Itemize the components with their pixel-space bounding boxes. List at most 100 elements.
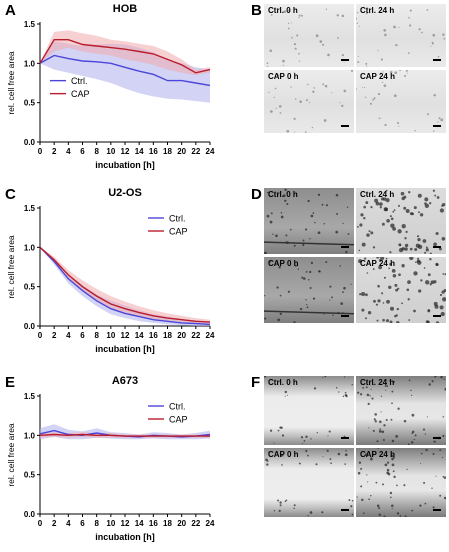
x-tick-label: 18	[163, 331, 172, 340]
cell-dot	[313, 387, 317, 390]
cell-dot	[405, 230, 408, 234]
cell-dot	[294, 98, 297, 100]
cell-dot	[356, 22, 358, 24]
panel-letter-d: D	[251, 186, 262, 203]
cell-dot	[424, 203, 430, 208]
cell-dot	[281, 434, 285, 437]
cell-dot	[378, 117, 381, 120]
cell-dot	[395, 43, 398, 47]
scale-bar	[341, 437, 349, 439]
cell-dot	[439, 449, 442, 452]
cell-dot	[401, 264, 405, 268]
cell-dot	[393, 25, 396, 29]
cell-dot	[385, 418, 388, 422]
cell-dot	[380, 58, 383, 61]
cell-dot	[389, 491, 393, 495]
cell-dot	[269, 429, 273, 432]
micrograph-tile: CAP 24 h	[356, 257, 446, 323]
cell-dot	[321, 511, 324, 514]
cell-dot	[435, 321, 440, 323]
x-tick-label: 8	[94, 147, 99, 156]
cell-dot	[267, 191, 269, 194]
cell-dot	[390, 496, 392, 499]
cell-dot	[414, 130, 416, 132]
cell-dot	[305, 228, 308, 231]
cell-dot	[427, 273, 431, 277]
cell-dot	[381, 292, 384, 295]
cell-dot	[309, 270, 312, 274]
cell-dot	[368, 427, 370, 429]
cell-dot	[406, 468, 408, 471]
cell-dot	[392, 470, 395, 473]
cell-dot	[411, 509, 414, 512]
cell-dot	[377, 299, 381, 303]
cell-dot	[335, 230, 339, 234]
cell-dot	[442, 416, 445, 418]
cell-dot	[389, 320, 393, 323]
micrograph-label: CAP 24 h	[360, 450, 395, 459]
cell-dot	[372, 246, 376, 249]
cell-dot	[370, 388, 372, 390]
cell-dot	[366, 272, 369, 274]
scale-bar	[433, 437, 441, 439]
cell-dot	[416, 259, 421, 263]
cell-dot	[323, 119, 327, 122]
cell-dot	[437, 121, 439, 123]
legend-label-cap: CAP	[71, 89, 90, 99]
cell-dot	[264, 317, 267, 320]
cell-dot	[298, 52, 300, 55]
cell-dot	[285, 241, 287, 243]
cell-dot	[426, 9, 429, 11]
cell-dot	[294, 131, 296, 133]
x-tick-label: 8	[94, 519, 99, 528]
cell-dot	[342, 222, 344, 225]
cell-dot	[328, 430, 331, 433]
cell-dot	[405, 209, 410, 213]
cell-dot	[439, 494, 442, 497]
micrograph-tile: Ctrl. 24 h	[356, 376, 446, 445]
cell-dot	[430, 280, 435, 285]
cell-dot	[283, 10, 287, 13]
cell-dot	[444, 387, 446, 391]
cell-dot	[307, 199, 310, 203]
micrograph-label: Ctrl. 0 h	[268, 378, 298, 387]
cell-dot	[277, 429, 280, 432]
cell-dot	[395, 314, 398, 317]
cell-dot	[436, 196, 440, 199]
x-tick-label: 2	[52, 147, 57, 156]
cell-dot	[386, 461, 390, 464]
x-tick-label: 10	[106, 147, 115, 156]
cell-dot	[397, 287, 400, 290]
cell-dot	[384, 33, 387, 37]
cell-dot	[383, 276, 386, 279]
micrograph-tile: Ctrl. 0 h	[264, 376, 354, 445]
cell-dot	[408, 319, 411, 321]
cell-dot	[409, 247, 413, 251]
cell-dot	[302, 243, 305, 247]
cell-dot	[313, 87, 316, 89]
cell-dot	[312, 212, 315, 214]
band-cap	[40, 247, 210, 324]
cell-dot	[379, 206, 382, 209]
cell-dot	[423, 267, 426, 269]
micrograph-panel-f: Ctrl. 0 h Ctrl. 24 h CAP 0 h CAP 24 h	[264, 376, 446, 518]
cell-dot	[343, 61, 345, 63]
cell-dot	[419, 213, 424, 217]
cell-dot	[387, 472, 391, 476]
x-tick-label: 16	[149, 331, 158, 340]
cell-dot	[309, 286, 312, 290]
cell-dot	[363, 257, 367, 260]
y-axis-label: rel. cell free area	[6, 235, 16, 299]
cell-dot	[298, 462, 301, 465]
micrograph-label: CAP 24 h	[360, 259, 395, 268]
cell-dot	[270, 110, 273, 113]
cell-dot	[388, 285, 392, 289]
cell-dot	[385, 198, 390, 203]
cell-dot	[425, 448, 428, 452]
scale-bar	[341, 315, 349, 317]
cell-dot	[366, 474, 368, 476]
cell-dot	[380, 257, 385, 261]
cell-dot	[375, 201, 380, 206]
y-tick-label: 0.5	[24, 99, 36, 108]
cell-dot	[324, 84, 328, 88]
